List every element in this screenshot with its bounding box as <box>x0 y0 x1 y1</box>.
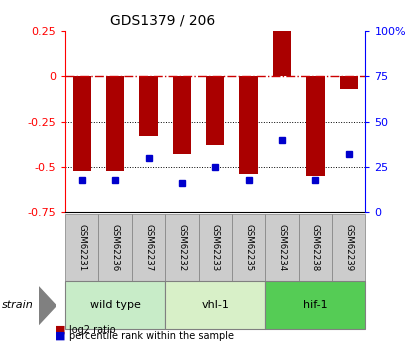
Text: GSM62239: GSM62239 <box>344 224 353 271</box>
Text: vhl-1: vhl-1 <box>201 300 229 310</box>
Text: GSM62235: GSM62235 <box>244 224 253 271</box>
Text: log2 ratio: log2 ratio <box>69 325 116 335</box>
Text: ■: ■ <box>55 331 65 341</box>
Text: GSM62238: GSM62238 <box>311 224 320 271</box>
Bar <box>306 76 325 176</box>
Bar <box>106 76 124 170</box>
Bar <box>339 76 358 89</box>
Text: ■: ■ <box>55 325 65 335</box>
Bar <box>173 76 191 154</box>
Polygon shape <box>39 287 56 325</box>
Text: GSM62233: GSM62233 <box>211 224 220 271</box>
Bar <box>73 76 91 170</box>
Text: GSM62234: GSM62234 <box>278 224 286 271</box>
Text: GSM62237: GSM62237 <box>144 224 153 271</box>
Text: wild type: wild type <box>90 300 141 310</box>
Text: GSM62236: GSM62236 <box>110 224 120 271</box>
Text: strain: strain <box>2 300 34 310</box>
Bar <box>206 76 224 145</box>
Text: GDS1379 / 206: GDS1379 / 206 <box>110 13 215 27</box>
Text: GSM62232: GSM62232 <box>177 224 186 271</box>
Text: GSM62231: GSM62231 <box>77 224 86 271</box>
Bar <box>239 76 258 174</box>
Text: hif-1: hif-1 <box>303 300 328 310</box>
Text: percentile rank within the sample: percentile rank within the sample <box>69 331 234 341</box>
Bar <box>139 76 158 136</box>
Bar <box>273 28 291 76</box>
